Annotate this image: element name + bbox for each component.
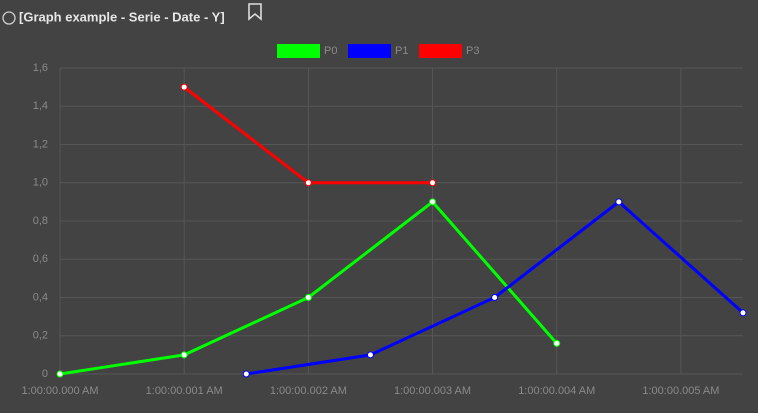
data-point xyxy=(304,179,312,187)
y-tick-label: 1,4 xyxy=(33,100,48,112)
data-point xyxy=(304,294,312,301)
panel-title: [Graph example - Serie - Date - Y] xyxy=(19,9,225,24)
data-point xyxy=(739,309,747,317)
data-point xyxy=(491,294,499,301)
legend-label: P0 xyxy=(324,45,337,57)
bookmark-icon[interactable] xyxy=(248,3,262,21)
y-tick-label: 0,4 xyxy=(33,291,48,303)
legend-swatch xyxy=(348,44,391,58)
y-tick-label: 0,2 xyxy=(33,330,48,342)
data-point xyxy=(429,179,437,187)
data-point xyxy=(180,83,188,91)
data-point xyxy=(242,370,250,378)
legend-label: P1 xyxy=(395,45,408,57)
legend-label: P3 xyxy=(466,45,479,57)
y-tick-label: 1,6 xyxy=(33,62,48,74)
data-point xyxy=(366,351,374,359)
x-tick-label: 1:00:00.000 AM xyxy=(21,385,98,397)
legend-swatch xyxy=(277,44,320,58)
y-tick-label: 0,6 xyxy=(33,253,48,265)
x-tick-label: 1:00:00.004 AM xyxy=(518,385,595,397)
y-tick-label: 0 xyxy=(42,368,48,380)
data-point xyxy=(553,339,561,347)
data-point xyxy=(615,198,623,206)
data-point xyxy=(429,198,437,206)
data-point xyxy=(56,370,64,378)
y-tick-label: 1,0 xyxy=(33,177,48,189)
legend-swatch xyxy=(419,44,462,58)
y-tick-label: 1,2 xyxy=(33,138,48,150)
data-point xyxy=(180,351,188,359)
x-tick-label: 1:00:00.003 AM xyxy=(394,385,471,397)
select-radio[interactable] xyxy=(2,11,16,25)
y-tick-label: 0,8 xyxy=(33,215,48,227)
x-tick-label: 1:00:00.005 AM xyxy=(642,385,719,397)
x-tick-label: 1:00:00.001 AM xyxy=(146,385,223,397)
x-tick-label: 1:00:00.002 AM xyxy=(270,385,347,397)
